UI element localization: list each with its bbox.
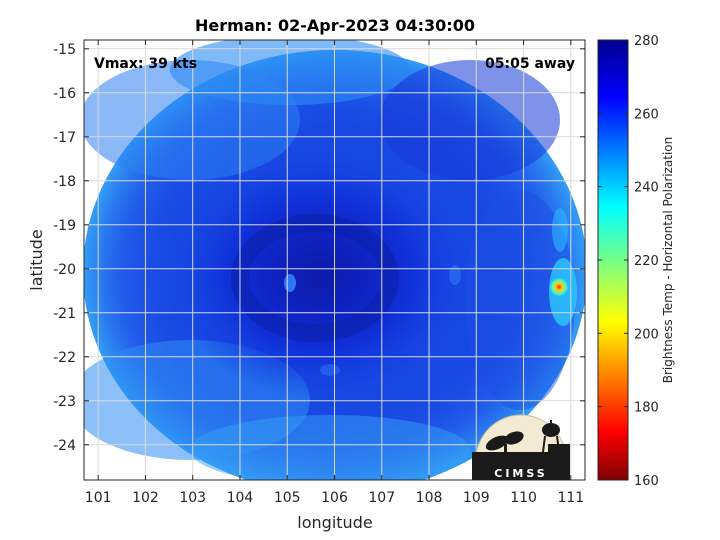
time-away-annotation: 05:05 away [485, 56, 575, 72]
colorbar-tick-label: 240 [634, 181, 659, 196]
heatmap [84, 40, 585, 480]
y-tick-label: -16 [53, 86, 76, 102]
y-axis-label: latitude [27, 229, 46, 290]
warm-spot-west [284, 274, 296, 292]
hot-spot [549, 277, 569, 297]
y-tick-label: -19 [53, 218, 76, 234]
logo-tower-leg-right [556, 435, 560, 453]
swath-band-n [170, 40, 410, 105]
x-tick-label: 101 [85, 490, 112, 506]
y-tick-label: -20 [53, 262, 76, 278]
x-tick-label: 106 [321, 490, 348, 506]
y-tick-label: -21 [53, 306, 76, 322]
x-tick-label: 104 [227, 490, 254, 506]
swath-band-ne [380, 60, 560, 180]
logo-dish-left [485, 435, 509, 451]
x-tick-label: 105 [274, 490, 301, 506]
warm-spot-east [449, 265, 461, 285]
storm-core [170, 150, 470, 400]
colorbar: 280 260 240 220 200 180 160 Brightness Temp - … [597, 34, 675, 489]
y-tick-label: -18 [53, 174, 76, 190]
logo-building [472, 452, 570, 480]
chart-title: Herman: 02-Apr-2023 04:30:00 [195, 16, 475, 35]
y-tick-label: -17 [53, 130, 76, 146]
colorbar-ramp [598, 40, 628, 480]
y-tick-label: -24 [53, 438, 76, 454]
x-tick-label: 109 [463, 490, 490, 506]
warm-spot-south [320, 364, 340, 376]
x-tick-label: 102 [132, 490, 159, 506]
cimss-logo: CIMSS [472, 414, 570, 480]
swath-band-e [465, 190, 575, 410]
logo-dish-post [504, 444, 507, 454]
logo-tower-leg-left [542, 435, 546, 453]
y-tick-label: -15 [53, 42, 76, 58]
x-tick-label: 111 [557, 490, 584, 506]
logo-dish-right [504, 431, 524, 445]
x-axis-ticks: 101 102 103 104 105 106 107 108 109 110 111 [85, 40, 584, 506]
x-tick-label: 108 [416, 490, 443, 506]
colorbar-tick-label: 260 [634, 107, 659, 122]
grid [84, 40, 585, 480]
logo-water-tower [542, 423, 560, 437]
x-axis-label: longitude [297, 513, 372, 532]
y-tick-label: -23 [53, 394, 76, 410]
x-tick-label: 103 [179, 490, 206, 506]
vmax-annotation: Vmax: 39 kts [94, 56, 197, 72]
edge-cells-east-upper [552, 208, 568, 252]
colorbar-label: Brightness Temp - Horizontal Polarizatio… [661, 137, 675, 384]
colorbar-tick-label: 200 [634, 327, 659, 342]
logo-label: CIMSS [494, 467, 547, 480]
colorbar-tick-label: 220 [634, 254, 659, 269]
colorbar-ticks: 280 260 240 220 200 180 160 [598, 34, 659, 489]
colorbar-tick-label: 180 [634, 401, 659, 416]
swath-band-s [190, 415, 470, 480]
y-tick-label: -22 [53, 350, 76, 366]
x-tick-label: 110 [510, 490, 537, 506]
colorbar-tick-label: 280 [634, 34, 659, 49]
colorbar-tick-label: 160 [634, 474, 659, 489]
x-tick-label: 107 [368, 490, 395, 506]
y-axis-ticks: -15 -16 -17 -18 -19 -20 -21 -22 -23 -24 [53, 42, 585, 454]
